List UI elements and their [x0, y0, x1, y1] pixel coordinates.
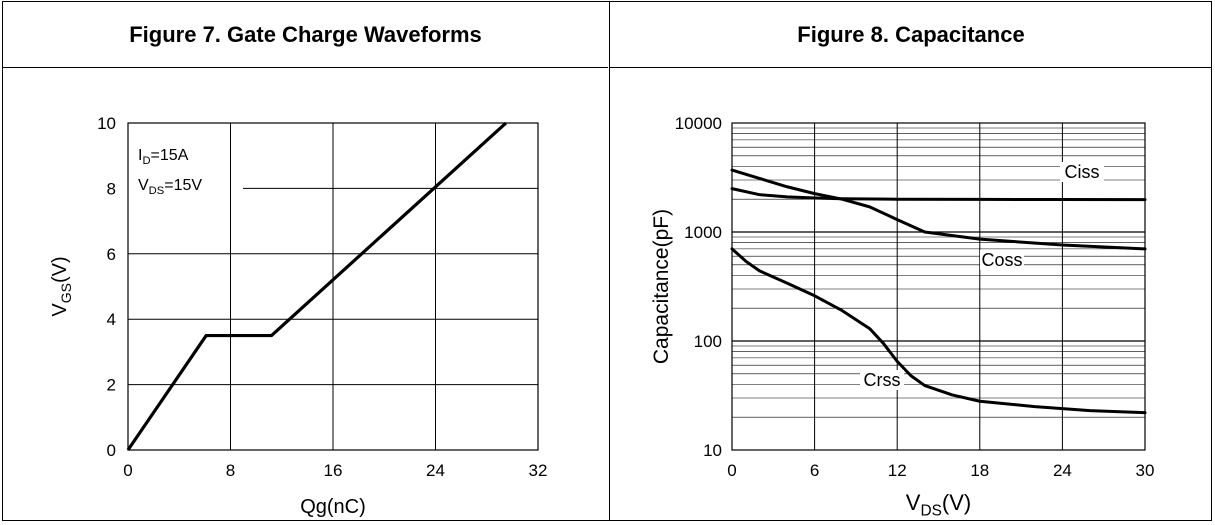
fig7-y-tick-label: 10 [97, 114, 116, 133]
fig7-annotation-id: ID=15A [138, 147, 189, 167]
fig8-series-label-ciss: Ciss [1065, 162, 1100, 182]
fig8-y-tick-label: 10 [703, 441, 722, 460]
fig7-y-tick-label: 4 [107, 310, 116, 329]
fig7-x-tick-label: 0 [123, 461, 132, 480]
fig7-x-tick-label: 16 [324, 461, 343, 480]
figure7-title: Figure 7. Gate Charge Waveforms [3, 2, 608, 68]
fig7-plot-frame [127, 122, 539, 451]
fig8-x-tick-label: 24 [1053, 461, 1072, 480]
fig8-series-label-coss: Coss [981, 250, 1022, 270]
fig8-x-axis-label: VDS(V) [906, 490, 971, 520]
fig7-x-tick-label: 32 [529, 461, 548, 480]
fig8-series-coss [730, 168, 1147, 251]
fig8-y-tick-label: 1000 [684, 223, 722, 242]
fig8-series-crss [730, 247, 1147, 415]
fig8-y-axis-label: Capacitance(pF) [650, 209, 673, 364]
column-divider [609, 2, 610, 520]
fig8-label-bg [860, 370, 904, 390]
fig8-series-ciss [730, 187, 1147, 202]
fig8-x-tick-label: 30 [1136, 461, 1155, 480]
fig7-y-tick-label: 2 [107, 376, 116, 395]
fig8-x-tick-label: 0 [727, 461, 736, 480]
fig7-annotation-vds: VDS=15V [138, 177, 202, 197]
fig7-y-tick-label: 6 [107, 245, 116, 264]
fig8-x-tick-label: 18 [970, 461, 989, 480]
fig7-series-line [126, 121, 508, 451]
fig7-y-tick-label: 0 [107, 441, 116, 460]
fig7-x-axis-label: Qg(nC) [300, 496, 366, 518]
figure8-title: Figure 8. Capacitance [610, 2, 1212, 68]
fig8-series-label-crss: Crss [864, 370, 901, 390]
fig8-y-tick-label: 100 [694, 332, 722, 351]
fig7-y-axis-label: VGS(V) [49, 256, 74, 316]
fig8-label-bg [1060, 162, 1104, 182]
fig8-y-tick-label: 10000 [675, 114, 722, 133]
fig8-label-bg [980, 250, 1024, 270]
fig7-y-tick-label: 8 [107, 179, 116, 198]
fig7-x-tick-label: 24 [426, 461, 445, 480]
fig7-x-tick-label: 8 [226, 461, 235, 480]
fig8-x-tick-label: 12 [888, 461, 907, 480]
fig8-plot-frame [731, 122, 1146, 451]
fig8-x-tick-label: 6 [810, 461, 819, 480]
figure8-chart: 0 6 12 18 24 30 10 100 1000 10000 VDS(V) Capacitanc… [650, 114, 1154, 520]
